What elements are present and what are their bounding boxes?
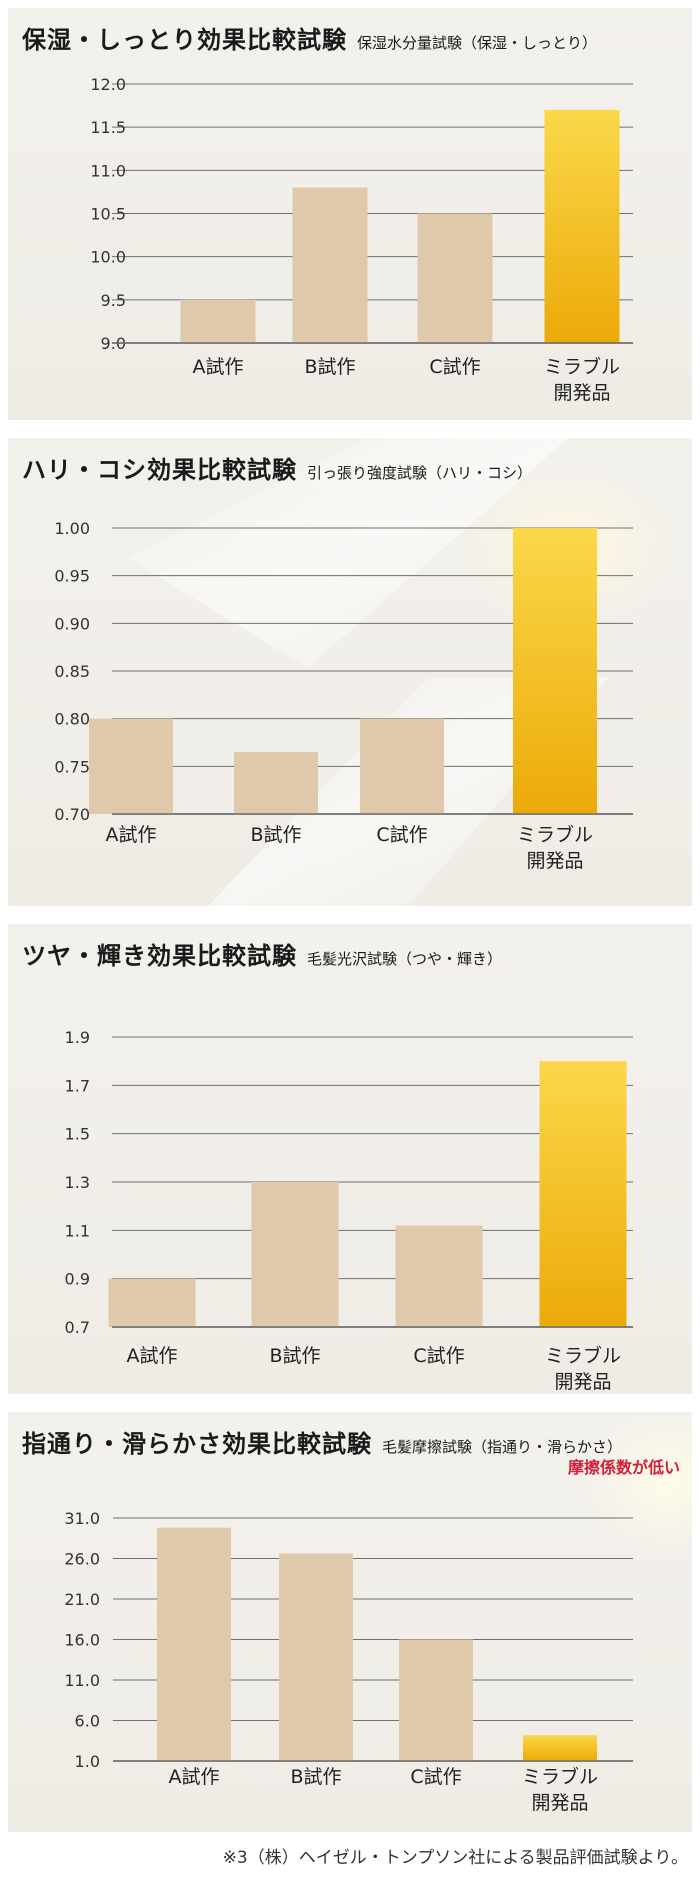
chart-subtitle: 保湿水分量試験（保湿・しっとり） xyxy=(357,34,598,52)
x-category-label: B試作 xyxy=(290,1766,341,1788)
bar xyxy=(89,718,173,814)
y-tick-label: 16.0 xyxy=(64,1631,100,1650)
chart-panel-elasticity: ハリ・コシ効果比較試験 引っ張り強度試験（ハリ・コシ） 0.70 0.75 0.80 0… xyxy=(8,438,692,906)
x-category-label: ミラブル開発品 xyxy=(522,1765,598,1814)
y-tick-label: 9.5 xyxy=(101,291,126,310)
y-tick-label: 11.5 xyxy=(90,118,126,137)
x-category-label: B試作 xyxy=(304,356,355,378)
y-tick-label: 11.0 xyxy=(64,1671,100,1690)
y-tick-label: 21.0 xyxy=(64,1590,100,1609)
y-tick-label: 11.0 xyxy=(90,161,126,180)
y-tick-label: 1.0 xyxy=(75,1752,100,1771)
y-tick-label: 0.70 xyxy=(54,805,90,824)
bar-highlight xyxy=(544,109,620,344)
bar xyxy=(395,1225,483,1327)
chart-panel-moisture: 保湿・しっとり効果比較試験 保湿水分量試験（保湿・しっとり） 9.0 9.5 10.0… xyxy=(8,8,692,420)
x-category-label: A試作 xyxy=(193,356,244,378)
y-tick-label: 10.5 xyxy=(90,205,126,224)
y-tick-label: 0.95 xyxy=(54,567,90,586)
chart-panel-gloss: ツヤ・輝き効果比較試験 毛髪光沢試験（つや・輝き） 0.7 0.9 1.1 1.3 1.5… xyxy=(8,924,692,1394)
y-tick-label: 1.1 xyxy=(65,1221,90,1240)
chart-title: 指通り・滑らかさ効果比較試験 毛髪摩擦試験（指通り・滑らかさ） xyxy=(22,1430,623,1458)
y-tick-label: 0.9 xyxy=(65,1270,90,1289)
bar xyxy=(251,1182,339,1327)
x-category-label: C試作 xyxy=(410,1766,461,1788)
bar xyxy=(360,718,444,814)
y-tick-label: 0.90 xyxy=(54,614,90,633)
x-category-label: C試作 xyxy=(429,356,480,378)
y-tick-label: 0.7 xyxy=(65,1318,90,1337)
bar-chart-elasticity: 0.70 0.75 0.80 0.85 0.90 0.95 1.00 A試作 B試作 C試作 ミラブ… xyxy=(54,519,633,872)
bar-chart-smoothness: 1.0 6.0 11.0 16.0 21.0 26.0 31.0 A試作 B試作 C試作 ミラブル開… xyxy=(64,1509,633,1814)
chart-panel-smoothness: 指通り・滑らかさ効果比較試験 毛髪摩擦試験（指通り・滑らかさ） 摩擦係数が低い 1… xyxy=(8,1412,692,1832)
y-tick-label: 1.5 xyxy=(65,1125,90,1144)
chart-subtitle: 引っ張り強度試験（ハリ・コシ） xyxy=(307,464,533,482)
y-tick-label: 10.0 xyxy=(90,248,126,267)
x-category-label: ミラブル開発品 xyxy=(517,823,593,872)
x-category-label: ミラブル開発品 xyxy=(544,355,620,404)
bar-highlight xyxy=(539,1061,627,1327)
bar xyxy=(279,1553,353,1761)
y-tick-label: 26.0 xyxy=(64,1550,100,1569)
bar xyxy=(399,1639,473,1761)
y-tick-label: 0.75 xyxy=(54,757,90,776)
y-tick-label: 6.0 xyxy=(75,1712,100,1731)
bar-highlight xyxy=(513,528,597,814)
y-tick-label: 1.3 xyxy=(65,1173,90,1192)
bar xyxy=(234,752,318,814)
bar-chart-gloss: 0.7 0.9 1.1 1.3 1.5 1.7 1.9 A試作 B試作 C試作 ミラブル開発品 xyxy=(65,1028,633,1393)
chart-title: ハリ・コシ効果比較試験 引っ張り強度試験（ハリ・コシ） xyxy=(22,456,533,484)
y-tick-label: 1.7 xyxy=(65,1076,90,1095)
y-tick-label: 0.80 xyxy=(54,710,90,729)
bar-highlight xyxy=(523,1735,597,1761)
chart-title: 保湿・しっとり効果比較試験 保湿水分量試験（保湿・しっとり） xyxy=(22,26,598,54)
y-tick-label: 1.00 xyxy=(54,519,90,538)
x-category-label: C試作 xyxy=(376,824,427,846)
bar xyxy=(157,1527,231,1761)
bar xyxy=(180,299,256,343)
chart-note: 摩擦係数が低い xyxy=(567,1458,680,1477)
x-category-label: A試作 xyxy=(127,1345,178,1367)
y-tick-label: 1.9 xyxy=(65,1028,90,1047)
chart-subtitle: 毛髪光沢試験（つや・輝き） xyxy=(307,950,503,968)
y-tick-label: 31.0 xyxy=(64,1509,100,1528)
bar xyxy=(417,213,493,343)
x-category-label: ミラブル開発品 xyxy=(545,1344,621,1393)
x-category-label: B試作 xyxy=(269,1345,320,1367)
bar xyxy=(292,187,368,343)
chart-subtitle: 毛髪摩擦試験（指通り・滑らかさ） xyxy=(382,1438,623,1456)
footnote: ※3（株）ヘイゼル・トンプソン社による製品評価試験より。 xyxy=(222,1848,688,1868)
chart-title: ツヤ・輝き効果比較試験 毛髪光沢試験（つや・輝き） xyxy=(22,942,503,970)
x-category-label: B試作 xyxy=(250,824,301,846)
x-category-label: A試作 xyxy=(106,824,157,846)
y-tick-label: 12.0 xyxy=(90,75,126,94)
x-category-label: A試作 xyxy=(169,1766,220,1788)
y-tick-label: 0.85 xyxy=(54,662,90,681)
x-category-label: C試作 xyxy=(413,1345,464,1367)
bar xyxy=(108,1278,196,1327)
